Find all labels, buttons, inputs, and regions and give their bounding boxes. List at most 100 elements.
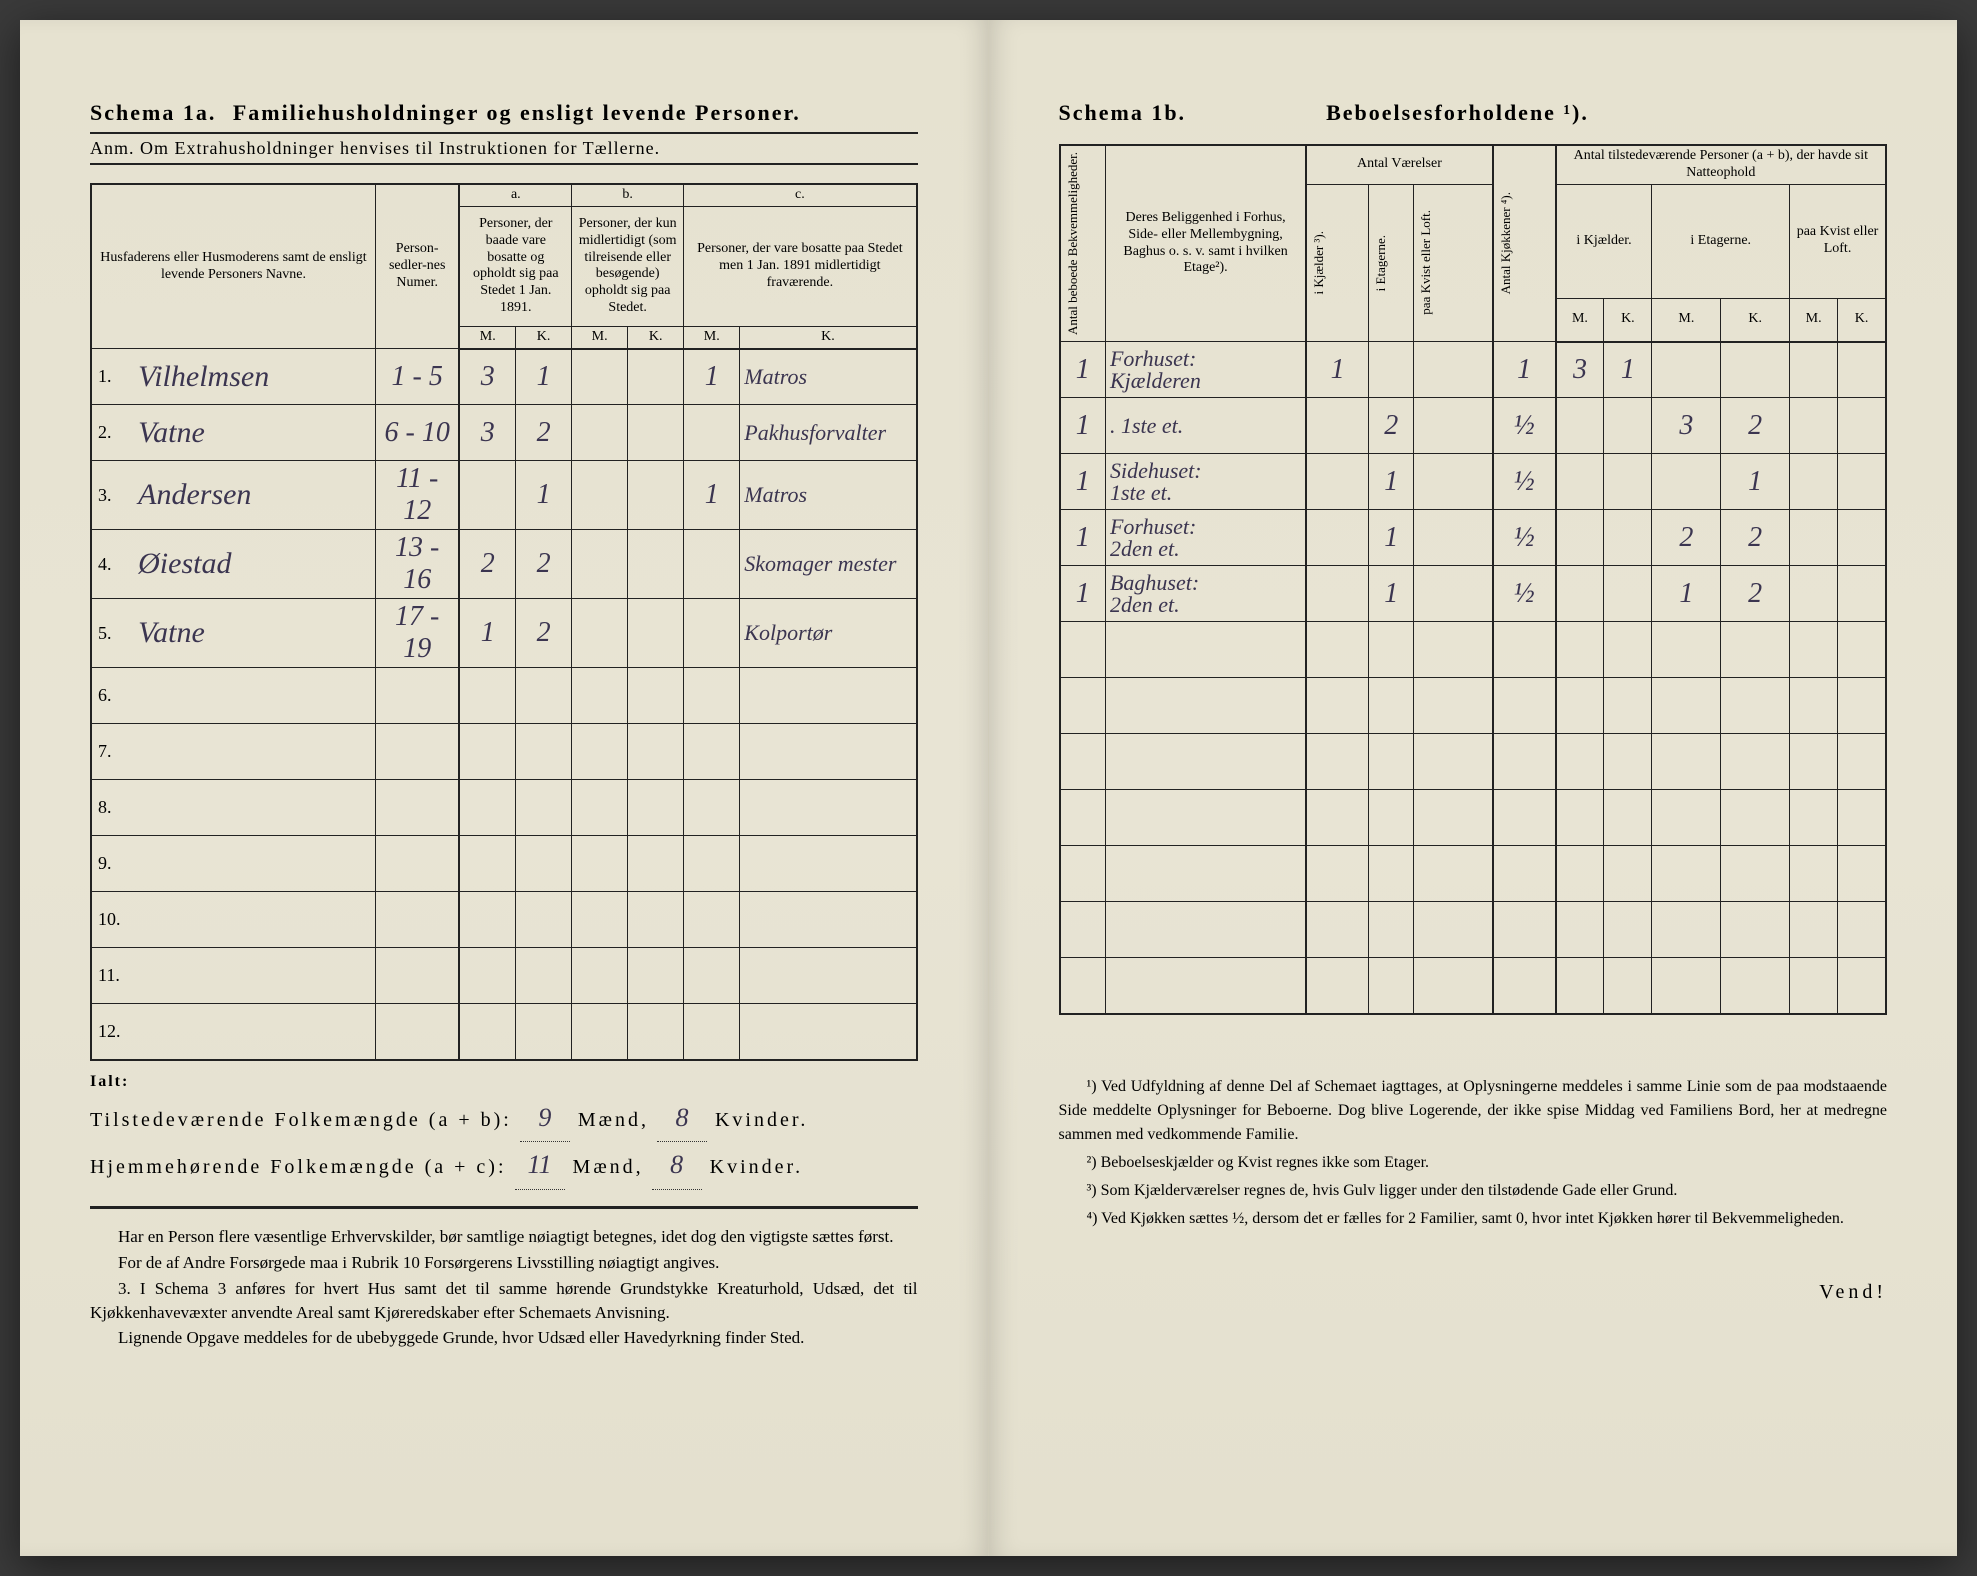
total-ab: Tilstedeværende Folkemængde (a + b): 9 M… [90, 1095, 918, 1143]
row-ko [1493, 846, 1556, 902]
row-bekv [1060, 734, 1106, 790]
row-pk [1838, 342, 1886, 398]
row-em [1652, 958, 1721, 1014]
schema-1b-title: Schema 1b. Beboelsesforholdene ¹). [1059, 100, 1888, 126]
row-ek [1721, 678, 1790, 734]
hdr-c-label: c. [684, 184, 917, 206]
row-et [1369, 734, 1414, 790]
row-em: 2 [1652, 510, 1721, 566]
row-pm [1790, 342, 1838, 398]
total-ac: Hjemmehørende Folkemængde (a + c): 11 Mæ… [90, 1142, 918, 1190]
row-ck: Kolportør [740, 599, 917, 668]
row-pm [1790, 902, 1838, 958]
row-bk [628, 461, 684, 530]
row-kv [1414, 734, 1493, 790]
row-pk [1838, 734, 1886, 790]
row-em [1652, 678, 1721, 734]
row-loc [1105, 846, 1306, 902]
row-ak: 2 [516, 599, 572, 668]
row-num: 5. [91, 599, 130, 668]
row-numer: 6 - 10 [375, 405, 459, 461]
row-cm [684, 948, 740, 1004]
row-cm [684, 668, 740, 724]
hdr-em: M. [1652, 298, 1721, 341]
schema-1b-label: Schema 1b. [1059, 100, 1187, 126]
row-em: 1 [1652, 566, 1721, 622]
row-num: 4. [91, 530, 130, 599]
table-row: 2.Vatne6 - 1032Pakhusforvalter [91, 405, 917, 461]
row-bm [572, 405, 628, 461]
row-bk [628, 530, 684, 599]
row-ak: 1 [516, 349, 572, 405]
fn-2: ²) Beboelseskjælder og Kvist regnes ikke… [1059, 1151, 1888, 1175]
table-1b: Antal beboede Bekvemmeligheder. Deres Be… [1059, 144, 1888, 1015]
row-am [459, 892, 515, 948]
row-km [1556, 958, 1604, 1014]
table-row: 8. [91, 780, 917, 836]
note-4: Lignende Opgave meddeles for de ubebygge… [90, 1326, 918, 1350]
note-2: For de af Andre Forsørgede maa i Rubrik … [90, 1251, 918, 1275]
row-ak: 1 [516, 461, 572, 530]
row-num: 8. [91, 780, 130, 836]
tot-ab-k: 8 [657, 1095, 707, 1143]
row-km [1556, 846, 1604, 902]
hdr-kk: K. [1604, 298, 1652, 341]
row-name: Øiestad [130, 530, 375, 599]
row-kv [1414, 510, 1493, 566]
row-bm [572, 599, 628, 668]
row-bm [572, 530, 628, 599]
row-bekv: 1 [1060, 342, 1106, 398]
table-row [1060, 734, 1887, 790]
row-ko [1493, 734, 1556, 790]
row-cm [684, 599, 740, 668]
row-kv [1414, 342, 1493, 398]
tot-ac-k: 8 [652, 1142, 702, 1190]
row-ko [1493, 902, 1556, 958]
row-ak [516, 948, 572, 1004]
row-ak [516, 780, 572, 836]
row-kv [1414, 958, 1493, 1014]
row-cm [684, 530, 740, 599]
row-km [1556, 790, 1604, 846]
row-bm [572, 461, 628, 530]
census-book: Schema 1a. Familiehusholdninger og ensli… [20, 20, 1957, 1556]
row-bk [628, 349, 684, 405]
row-kk [1604, 958, 1652, 1014]
row-loc: . 1ste et. [1105, 398, 1306, 454]
row-numer [375, 724, 459, 780]
row-pk [1838, 622, 1886, 678]
table-row: 5.Vatne17 - 1912Kolportør [91, 599, 917, 668]
row-ek: 2 [1721, 510, 1790, 566]
row-ck: Skomager mester [740, 530, 917, 599]
table-row [1060, 958, 1887, 1014]
row-cm [684, 405, 740, 461]
row-km [1556, 398, 1604, 454]
row-ak [516, 836, 572, 892]
row-kv [1414, 398, 1493, 454]
table-row [1060, 678, 1887, 734]
row-bk [628, 724, 684, 780]
row-ek [1721, 342, 1790, 398]
table-row [1060, 622, 1887, 678]
row-ck [740, 780, 917, 836]
hdr-ck: K. [740, 326, 917, 348]
row-loc: Sidehuset:1ste et. [1105, 454, 1306, 510]
row-bekv [1060, 958, 1106, 1014]
note-3: 3. I Schema 3 anføres for hvert Hus samt… [90, 1277, 918, 1325]
row-et [1369, 622, 1414, 678]
row-bm [572, 1004, 628, 1060]
table-row: 1Baghuset:2den et.1½12 [1060, 566, 1887, 622]
row-et: 1 [1369, 510, 1414, 566]
table-row: 4.Øiestad13 - 1622Skomager mester [91, 530, 917, 599]
row-em [1652, 902, 1721, 958]
row-kk [1604, 678, 1652, 734]
fn-3: ³) Som Kjælderværelser regnes de, hvis G… [1059, 1179, 1888, 1203]
row-em [1652, 454, 1721, 510]
row-name [130, 948, 375, 1004]
row-am [459, 724, 515, 780]
row-et: 2 [1369, 398, 1414, 454]
row-pk [1838, 902, 1886, 958]
row-cm: 1 [684, 349, 740, 405]
row-em [1652, 846, 1721, 902]
row-am [459, 1004, 515, 1060]
